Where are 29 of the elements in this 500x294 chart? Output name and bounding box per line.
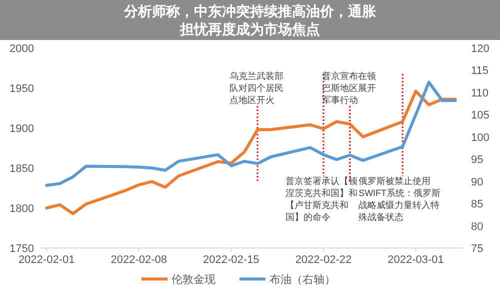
x-tick-label: 2022-03-01 xyxy=(388,254,444,266)
y2-tick-label: 80 xyxy=(471,220,484,233)
y2-tick-label: 85 xyxy=(471,198,484,211)
y2-tick-label: 105 xyxy=(471,110,490,122)
ref-line-label: 俄罗斯被禁止使用SWIFT系统：俄罗斯战略威慑力量转入特殊战备状态 xyxy=(358,175,442,223)
y2-tick-label: 90 xyxy=(471,176,484,188)
y-tick-label: 1900 xyxy=(10,123,34,135)
y2-tick-label: 110 xyxy=(471,87,489,100)
y-tick-label: 1800 xyxy=(10,203,34,215)
ref-line-label: 普京宣布在顿巴斯地区展开军事行动 xyxy=(322,70,377,106)
ref-line-label: 普京签署承认【顿涅茨克共和国】和【卢甘斯克共和国】的命令 xyxy=(285,176,358,222)
x-tick-label: 2022-02-22 xyxy=(295,254,352,266)
y2-tick-label: 120 xyxy=(471,43,490,55)
y-tick-label: 1750 xyxy=(10,243,34,255)
x-tick-label: 2022-02-08 xyxy=(110,254,168,266)
legend-label: 布油（右轴） xyxy=(270,273,336,286)
y-tick-label: 2000 xyxy=(10,43,34,55)
y2-tick-label: 95 xyxy=(471,154,484,166)
y2-tick-label: 100 xyxy=(471,132,490,144)
line-series xyxy=(45,80,457,187)
chart-title: 分析师称，中东冲突持续推高油价，通胀担忧再度成为市场焦点 xyxy=(0,0,500,40)
legend-label: 伦敦金现 xyxy=(172,273,216,286)
y2-tick-label: 115 xyxy=(471,65,489,78)
y-tick-label: 1850 xyxy=(10,163,34,175)
x-tick-label: 2022-02-01 xyxy=(18,254,75,266)
y2-tick-label: 75 xyxy=(471,243,484,255)
y-tick-label: 1950 xyxy=(10,83,34,95)
ref-line-label: 乌克兰武装部队对四个居民点地区开火 xyxy=(230,70,285,106)
x-tick-label: 2022-02-15 xyxy=(203,254,260,266)
